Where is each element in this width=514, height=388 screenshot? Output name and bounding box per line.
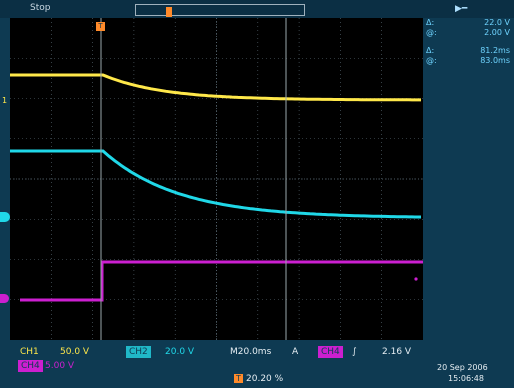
amplitude-delta-row: Δ: 22.0 V — [426, 18, 514, 28]
ch1-scale: 50.0 V — [60, 347, 90, 357]
ch4-scale: 5.00 V — [45, 361, 75, 371]
ch4-ground-marker[interactable] — [0, 294, 9, 303]
time-delta-row: Δ: 81.2ms — [426, 46, 514, 56]
time-at-label: @: — [426, 56, 437, 65]
ch2-waveform — [10, 149, 421, 219]
horizontal-position-icon: T — [234, 374, 243, 383]
acquisition-state: Stop — [30, 3, 51, 13]
ch4-waveform — [20, 260, 423, 302]
time-at-value: 83.0ms — [480, 56, 510, 65]
graticule — [10, 18, 423, 340]
amplitude-at-row: @: 2.00 V — [426, 28, 514, 38]
horizontal-position: 20.20 % — [246, 374, 284, 384]
trigger-position-marker[interactable]: T — [96, 22, 105, 31]
time-delta-value: 81.2ms — [480, 46, 510, 55]
ch4-label[interactable]: CH4 — [18, 360, 43, 372]
amplitude-delta-label: Δ: — [426, 18, 435, 27]
waveform-svg — [10, 18, 423, 340]
cursor-measurements: Δ: 22.0 V @: 2.00 V Δ: 81.2ms @: 83.0ms — [426, 18, 514, 108]
amplitude-at-label: @: — [426, 28, 437, 37]
trigger-source[interactable]: CH4 — [318, 346, 343, 358]
timebase-scale: M20.0ms — [230, 347, 272, 357]
ch1-label[interactable]: CH1 — [20, 347, 39, 357]
amplitude-delta-value: 22.0 V — [484, 18, 510, 27]
waveform-display — [10, 18, 423, 340]
trigger-slope-icon: ∫ — [352, 347, 357, 357]
bottom-status-bar: CH1 50.0 V CH2 20.0 V M20.0ms A CH4 ∫ 2.… — [0, 340, 514, 388]
ch1-waveform — [10, 73, 421, 102]
clock: 15:06:48 — [448, 374, 484, 383]
time-delta-label: Δ: — [426, 46, 435, 55]
trigger-position-icon — [166, 7, 172, 17]
ch2-ground-marker[interactable] — [0, 212, 10, 222]
ch2-scale: 20.0 V — [165, 347, 195, 357]
top-status-bar: Stop ▶━ — [0, 0, 514, 18]
amplitude-at-value: 2.00 V — [484, 28, 510, 37]
trigger-level: 2.16 V — [382, 347, 412, 357]
run-icon: ▶━ — [455, 4, 468, 14]
ch4-trigger-level-dot — [414, 277, 418, 281]
trigger-label: A — [292, 347, 299, 357]
record-position-strip — [135, 4, 305, 17]
time-at-row: @: 83.0ms — [426, 56, 514, 66]
ch2-label[interactable]: CH2 — [126, 346, 151, 358]
ch1-ground-marker[interactable]: 1 — [2, 96, 8, 105]
date: 20 Sep 2006 — [437, 363, 488, 372]
